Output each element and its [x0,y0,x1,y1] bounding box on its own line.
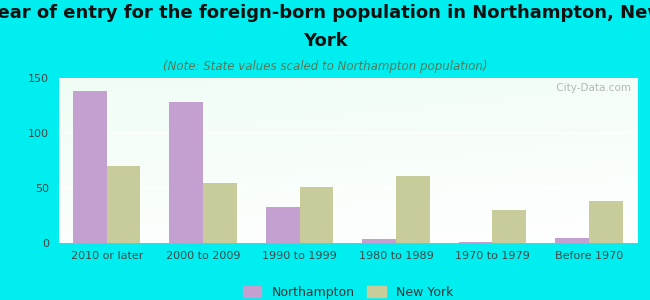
Bar [555,238,589,243]
Bar [493,210,526,243]
Bar [170,102,203,243]
Bar [300,187,333,243]
Text: City-Data.com: City-Data.com [553,83,631,93]
Bar [589,201,623,243]
Bar [396,176,430,243]
Bar [266,207,300,243]
Bar [362,238,396,243]
Bar [203,182,237,243]
Bar [107,166,140,243]
Legend: Northampton, New York: Northampton, New York [242,286,453,298]
Text: York: York [303,32,347,50]
Bar [73,91,107,243]
Text: (Note: State values scaled to Northampton population): (Note: State values scaled to Northampto… [162,60,488,73]
Bar [459,242,493,243]
Text: Year of entry for the foreign-born population in Northampton, New: Year of entry for the foreign-born popul… [0,4,650,22]
